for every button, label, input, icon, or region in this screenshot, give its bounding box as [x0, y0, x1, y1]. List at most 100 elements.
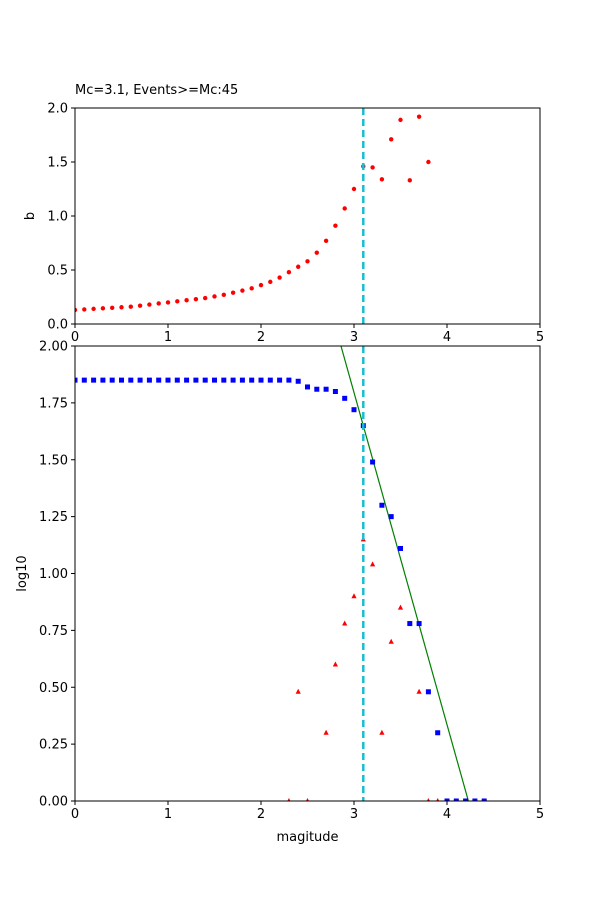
top-point: [230, 290, 236, 295]
bottom-point: [388, 514, 394, 520]
bottom-point: [323, 729, 329, 735]
bottom-ytick-label: 1.75: [39, 396, 68, 411]
top-ylabel: b: [23, 212, 38, 220]
bottom-point: [277, 377, 283, 383]
top-ytick-label: 1.5: [47, 156, 68, 171]
top-b-value-plot: 0 1 2 3 4 5 0.0 0.5 1.0 1.5 2.0 Mc=3.1, Events>=Mc:…: [23, 83, 544, 345]
bottom-point: [388, 638, 394, 644]
top-title: Mc=3.1, Events>=Mc:45: [75, 83, 238, 98]
bottom-point: [267, 377, 273, 383]
bottom-point: [305, 798, 310, 801]
bottom-point: [370, 561, 376, 567]
bottom-xtick-label: 5: [536, 807, 544, 822]
top-point: [193, 296, 199, 302]
bottom-fit-line: [340, 346, 469, 801]
top-point: [119, 305, 124, 310]
top-point: [175, 299, 180, 304]
top-ytick-label: 0.5: [47, 264, 68, 279]
top-point: [221, 292, 226, 298]
bottom-point: [397, 604, 404, 610]
bottom-point: [407, 621, 413, 627]
bottom-point: [230, 377, 236, 383]
top-point: [240, 288, 245, 293]
top-point: [398, 117, 403, 123]
bottom-ytick-label: 0.25: [39, 738, 68, 753]
bottom-point: [156, 377, 162, 383]
bottom-point: [295, 688, 301, 694]
bottom-point: [119, 377, 124, 383]
top-point: [82, 307, 87, 312]
bottom-point: [379, 502, 385, 508]
bottom-point: [91, 377, 97, 383]
bottom-point: [295, 378, 301, 384]
top-point: [165, 300, 171, 305]
bottom-ylabel: log10: [15, 555, 30, 591]
top-point: [258, 282, 264, 288]
bottom-point: [351, 407, 357, 413]
bottom-point: [249, 377, 255, 383]
bottom-ytick-label: 1.25: [39, 510, 68, 525]
top-point: [389, 137, 394, 142]
top-point: [147, 302, 152, 307]
bottom-point: [481, 798, 487, 801]
top-point: [128, 304, 133, 309]
bottom-point: [258, 377, 264, 383]
bottom-point: [202, 377, 208, 383]
bottom-xlabel: magitude: [276, 830, 338, 845]
bottom-point: [463, 798, 469, 801]
bottom-point: [286, 377, 292, 383]
top-point: [137, 303, 143, 308]
top-point: [249, 286, 254, 291]
bottom-xtick-label: 0: [71, 807, 79, 822]
top-xtick-label: 3: [350, 330, 358, 345]
bottom-point: [426, 798, 430, 801]
top-point: [212, 294, 217, 299]
top-point: [156, 301, 161, 306]
top-xtick-label: 1: [164, 330, 172, 345]
bottom-point: [444, 798, 450, 801]
top-point: [184, 298, 189, 303]
bottom-xtick-label: 1: [164, 807, 172, 822]
bottom-point: [165, 377, 171, 383]
bottom-point: [398, 545, 403, 551]
bottom-point: [287, 798, 291, 801]
top-point: [426, 159, 431, 165]
bottom-ytick-label: 1.50: [39, 453, 68, 468]
bottom-point: [81, 377, 87, 383]
bottom-plot-area: [75, 346, 487, 801]
top-point: [407, 178, 412, 183]
bottom-point: [342, 620, 348, 626]
bottom-point: [436, 798, 440, 801]
bottom-point: [332, 389, 338, 394]
bottom-ytick-label: 2.00: [39, 340, 68, 355]
bottom-point: [305, 384, 310, 390]
top-point: [323, 238, 329, 244]
bottom-point: [75, 377, 78, 383]
bottom-point: [453, 798, 459, 801]
bottom-point: [212, 377, 217, 383]
bottom-point: [435, 730, 441, 736]
bottom-point: [239, 377, 245, 383]
bottom-point: [351, 593, 357, 599]
top-point: [305, 259, 310, 264]
bottom-point: [425, 689, 431, 695]
top-point: [110, 305, 115, 310]
bottom-point: [416, 688, 422, 694]
bottom-xtick-label: 4: [443, 807, 451, 822]
top-point: [370, 165, 375, 170]
bottom-point: [314, 386, 320, 392]
top-xtick-label: 2: [257, 330, 265, 345]
bottom-point: [100, 377, 106, 383]
bottom-ytick-label: 0.50: [39, 681, 68, 696]
bottom-point: [184, 377, 190, 383]
bottom-ytick-label: 0.00: [39, 795, 68, 810]
bottom-ytick-label: 1.00: [39, 567, 68, 582]
bottom-point: [137, 377, 143, 383]
bottom-point: [370, 459, 376, 465]
bottom-xtick-label: 3: [350, 807, 358, 822]
top-point: [351, 186, 357, 192]
bottom-frequency-magnitude-plot: 0 1 2 3 4 5 0.00 0.25 0.50 0.75 1.00 1.25 1.50 1.75 2.…: [15, 340, 544, 846]
top-xtick-label: 0: [71, 330, 79, 345]
